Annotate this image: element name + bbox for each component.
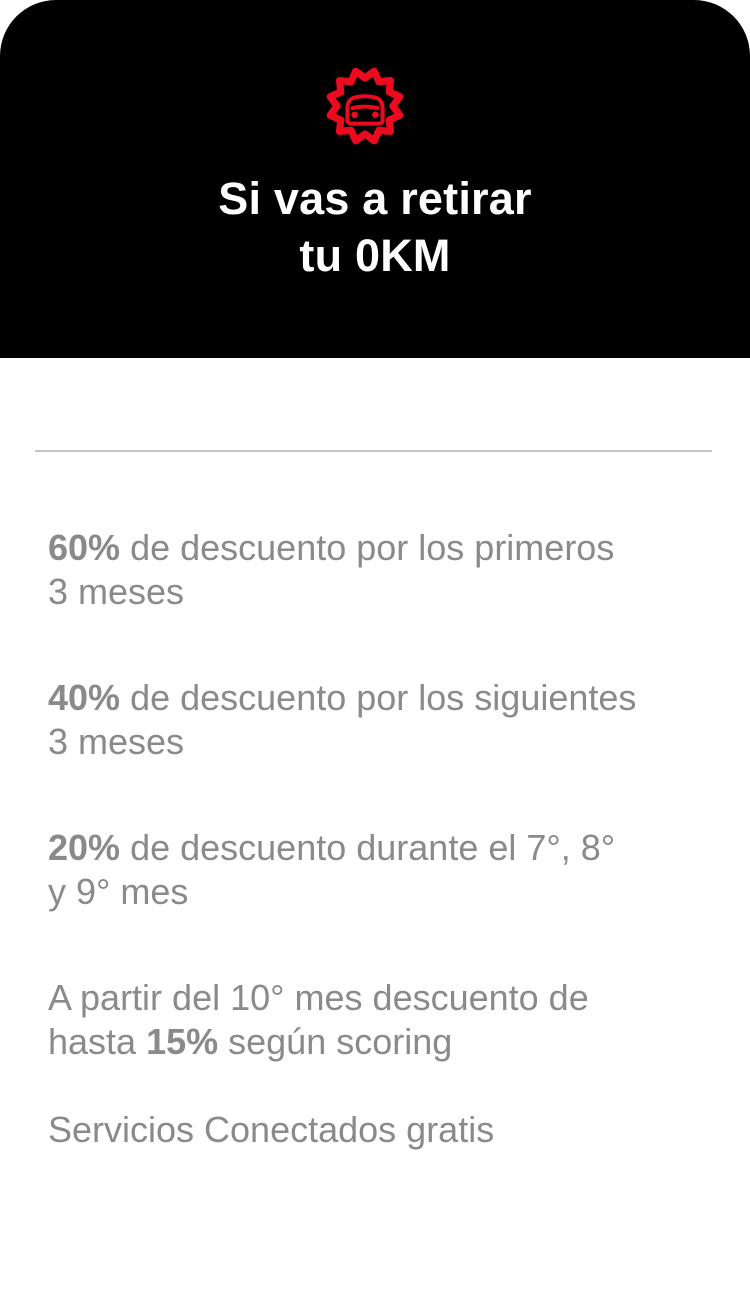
card-header: Si vas a retirar tu 0KM [0,0,750,358]
divider [35,450,712,452]
discount-percent-60: 60% [48,527,121,568]
benefit-item-scoring: A partir del 10° mes descuento de hasta … [48,976,700,1064]
benefit-text-line2: y 9° mes [48,871,189,912]
title-line-2: tu 0KM [299,230,451,281]
seal-starburst-shape [326,67,404,145]
car-badge-icon [325,66,405,146]
benefits-list: 60% de descuento por los primeros 3 mese… [0,452,750,1152]
car-windshield-line [350,104,380,110]
discount-percent-40: 40% [48,677,121,718]
benefit-text-line2-rest: según scoring [218,1021,453,1062]
title-line-1: Si vas a retirar [218,173,532,224]
benefit-text: Servicios Conectados gratis [48,1109,495,1150]
benefit-item-20-percent: 20% de descuento durante el 7°, 8° y 9° … [48,826,700,914]
benefit-item-60-percent: 60% de descuento por los primeros 3 mese… [48,526,700,614]
car-headlight-right [372,111,379,119]
benefit-text: de descuento por los siguientes [120,677,637,718]
benefit-text: de descuento por los primeros [120,527,615,568]
benefit-text-line1: A partir del 10° mes descuento de [48,977,589,1018]
car-headlight-left [351,111,358,119]
discount-percent-15: 15% [146,1021,219,1062]
benefit-text-line2-pre: hasta [48,1021,147,1062]
car-front-outline [345,94,385,126]
benefit-item-40-percent: 40% de descuento por los siguientes 3 me… [48,676,700,764]
discount-percent-20: 20% [48,827,121,868]
benefit-item-connected-services: Servicios Conectados gratis [48,1108,700,1152]
benefit-text-line2: 3 meses [48,571,185,612]
benefit-text-line2: 3 meses [48,721,185,762]
benefit-text: de descuento durante el 7°, 8° [120,827,616,868]
card-title: Si vas a retirar tu 0KM [0,170,750,284]
